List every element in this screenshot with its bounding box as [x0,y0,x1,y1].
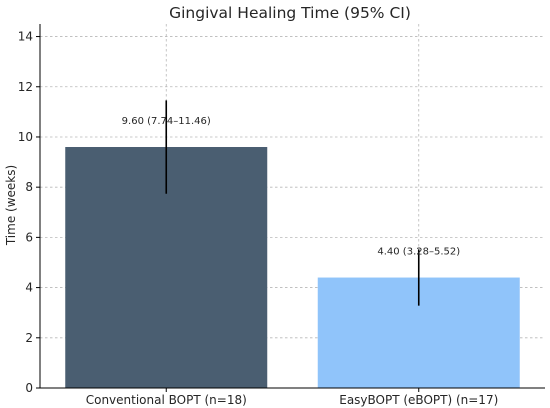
y-tick-label: 10 [18,130,33,144]
error-bars [165,100,420,306]
y-tick-label: 6 [25,230,33,244]
bars [65,147,520,388]
y-axis-label: Time (weeks) [4,165,18,246]
axes [36,24,545,392]
y-tick-labels: 0 2 4 6 8 10 12 14 [18,30,33,395]
x-tick-label: Conventional BOPT (n=18) [86,393,247,407]
data-labels: 9.60 (7.74–11.46) 4.40 (3.28–5.52) [122,116,461,258]
x-tick-label: EasyBOPT (eBOPT) (n=17) [339,393,498,407]
x-tick-labels: Conventional BOPT (n=18) EasyBOPT (eBOPT)… [86,393,499,407]
data-label: 9.60 (7.74–11.46) [122,116,211,127]
y-tick-label: 14 [18,30,33,44]
y-tick-label: 12 [18,80,33,94]
y-tick-label: 8 [25,180,33,194]
y-tick-label: 2 [25,331,33,345]
y-tick-label: 4 [25,281,33,295]
data-label: 4.40 (3.28–5.52) [377,247,460,258]
y-tick-label: 0 [25,381,33,395]
chart-title: Gingival Healing Time (95% CI) [169,4,411,22]
